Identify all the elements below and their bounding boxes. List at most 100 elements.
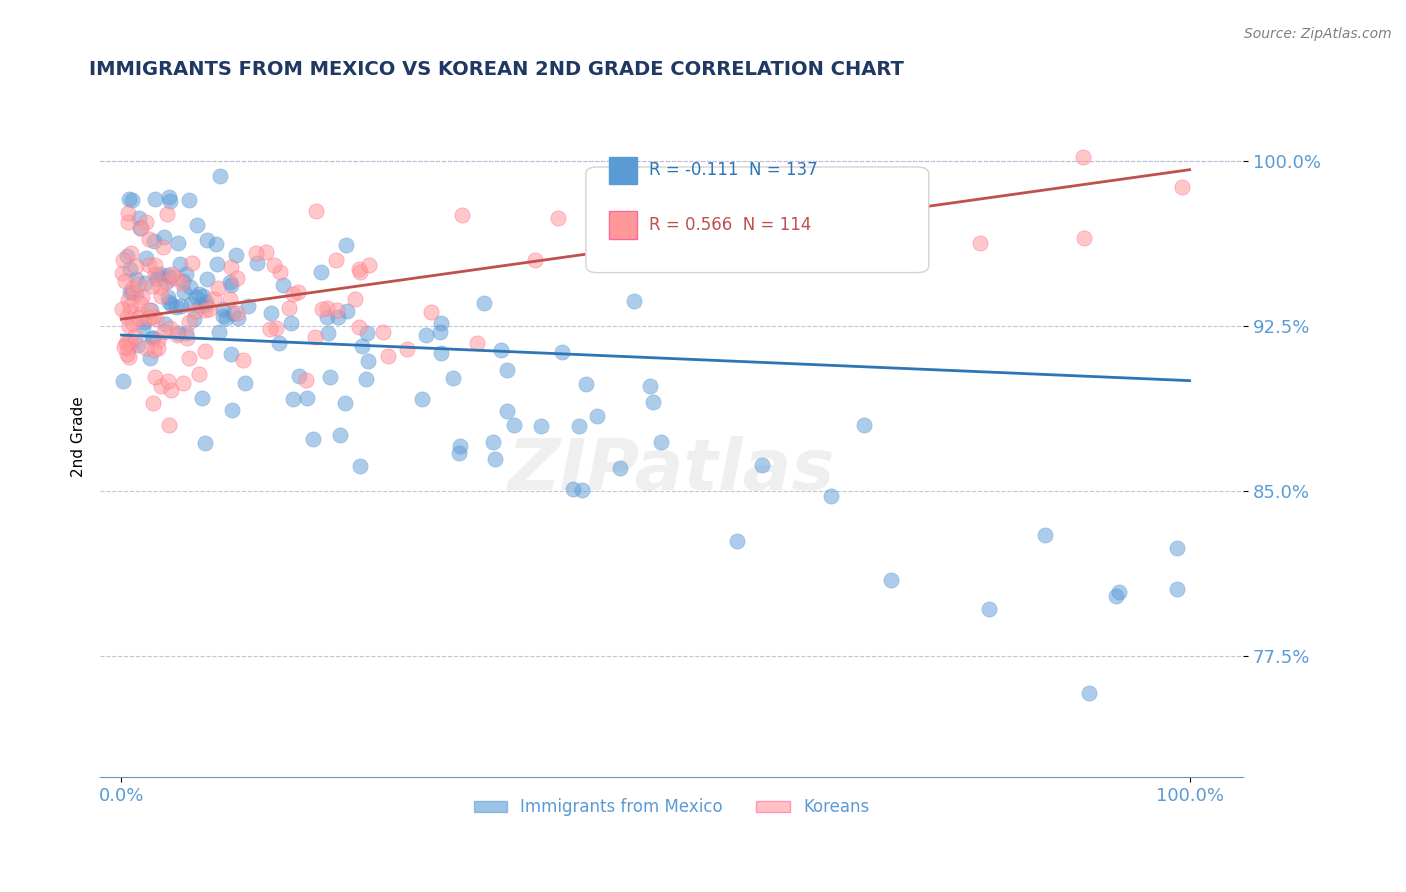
- Point: [117, 336, 139, 351]
- Point: [111, 302, 134, 317]
- Point: [623, 293, 645, 308]
- Point: [176, 330, 198, 344]
- Point: [609, 461, 631, 475]
- Point: [129, 221, 152, 235]
- Point: [127, 338, 149, 352]
- Point: [157, 290, 180, 304]
- Point: [1170, 179, 1192, 194]
- Point: [117, 215, 139, 229]
- Legend: Immigrants from Mexico, Koreans: Immigrants from Mexico, Koreans: [467, 792, 876, 823]
- Point: [170, 299, 193, 313]
- Point: [122, 316, 145, 330]
- Point: [349, 458, 371, 473]
- Point: [311, 265, 333, 279]
- Point: [725, 534, 748, 549]
- Bar: [609, 211, 637, 238]
- Point: [225, 248, 247, 262]
- Point: [219, 277, 242, 292]
- Point: [356, 372, 378, 386]
- Point: [112, 340, 135, 354]
- Point: [159, 194, 181, 209]
- Point: [160, 383, 183, 397]
- Point: [146, 268, 169, 283]
- Point: [484, 452, 506, 467]
- Point: [120, 246, 142, 260]
- Point: [122, 285, 145, 299]
- Point: [118, 299, 141, 313]
- Point: [441, 371, 464, 385]
- Point: [1071, 150, 1094, 164]
- Point: [264, 321, 287, 335]
- Point: [259, 321, 281, 335]
- Point: [115, 249, 138, 263]
- Point: [1105, 589, 1128, 603]
- Point: [146, 272, 169, 286]
- Point: [288, 369, 311, 384]
- Point: [586, 409, 609, 423]
- Text: ZIPatlas: ZIPatlas: [508, 435, 835, 505]
- Point: [159, 296, 181, 310]
- Point: [1033, 528, 1056, 542]
- Point: [1166, 541, 1188, 556]
- Point: [245, 246, 267, 260]
- Point: [118, 261, 141, 276]
- Point: [146, 333, 169, 347]
- Point: [194, 343, 217, 358]
- Point: [246, 256, 269, 270]
- Point: [166, 327, 188, 342]
- Point: [357, 353, 380, 368]
- Point: [111, 374, 134, 388]
- Point: [125, 286, 148, 301]
- Point: [141, 303, 163, 318]
- Point: [574, 377, 596, 392]
- Point: [139, 351, 162, 365]
- Point: [451, 208, 474, 222]
- Point: [150, 379, 173, 393]
- Point: [420, 305, 443, 319]
- Point: [169, 257, 191, 271]
- Point: [194, 298, 217, 312]
- Point: [143, 370, 166, 384]
- Text: IMMIGRANTS FROM MEXICO VS KOREAN 2ND GRADE CORRELATION CHART: IMMIGRANTS FROM MEXICO VS KOREAN 2ND GRA…: [89, 60, 904, 78]
- Point: [141, 278, 163, 293]
- Point: [188, 368, 211, 382]
- Point: [333, 396, 356, 410]
- Point: [344, 292, 367, 306]
- Point: [219, 292, 242, 306]
- Point: [271, 277, 294, 292]
- Point: [430, 316, 453, 330]
- Point: [318, 370, 340, 384]
- Point: [396, 342, 419, 356]
- Point: [153, 317, 176, 331]
- Point: [219, 260, 242, 274]
- Point: [118, 318, 141, 333]
- Point: [295, 373, 318, 387]
- Point: [221, 403, 243, 417]
- Point: [167, 326, 190, 341]
- Point: [153, 230, 176, 244]
- Point: [212, 302, 235, 317]
- Point: [149, 268, 172, 282]
- Point: [347, 320, 370, 334]
- Point: [159, 270, 181, 285]
- Point: [301, 432, 323, 446]
- Point: [325, 252, 347, 267]
- Point: [115, 310, 138, 325]
- Point: [751, 458, 773, 472]
- Point: [157, 190, 180, 204]
- Point: [650, 434, 672, 449]
- Point: [157, 294, 180, 309]
- Point: [326, 310, 349, 324]
- Point: [233, 376, 256, 390]
- Point: [502, 417, 524, 432]
- Point: [197, 272, 219, 286]
- Point: [165, 271, 187, 285]
- Point: [472, 296, 495, 310]
- Point: [254, 244, 277, 259]
- Point: [117, 350, 139, 364]
- Point: [377, 349, 399, 363]
- Point: [118, 192, 141, 206]
- Point: [156, 274, 179, 288]
- Point: [373, 325, 395, 339]
- Point: [118, 304, 141, 318]
